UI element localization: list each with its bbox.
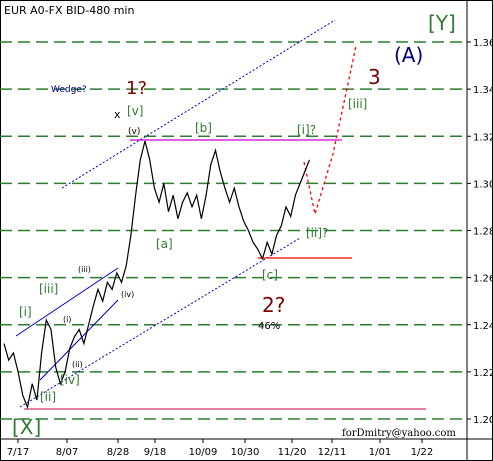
projection-path xyxy=(303,45,357,215)
wave-label: x xyxy=(114,108,121,121)
credit-text: forDmitry@yahoo.com xyxy=(342,428,456,439)
y-tick-label: 1.32 xyxy=(473,132,493,143)
y-tick-label: 1.36 xyxy=(473,38,493,49)
y-tick-label: 1.26 xyxy=(473,274,493,285)
wave-label: [iv] xyxy=(60,373,80,387)
grid-layer xyxy=(0,41,467,420)
overlay-layer xyxy=(15,19,426,410)
wedge-lower-line xyxy=(39,299,119,381)
wave-label: 2? xyxy=(262,293,285,317)
upper-channel-line xyxy=(61,19,336,189)
x-tick-label: 1/01 xyxy=(369,447,391,458)
x-tick-label: 10/09 xyxy=(189,447,218,458)
wave-label: [v] xyxy=(127,104,143,118)
x-tick-label: 1/22 xyxy=(411,447,433,458)
wave-label: (ii) xyxy=(72,360,83,369)
y-tick-label: 1.20 xyxy=(473,415,493,426)
chart-title: EUR A0-FX BID-480 min xyxy=(4,4,134,17)
y-tick-label: 1.24 xyxy=(473,321,493,332)
wave-label: Wedge? xyxy=(51,85,87,95)
price-layer xyxy=(3,140,311,410)
wave-label: [X] xyxy=(12,415,41,439)
wave-label: [i] xyxy=(19,305,32,319)
wave-label: [c] xyxy=(262,268,278,282)
x-tick-label: 9/18 xyxy=(144,447,166,458)
wave-label: 46% xyxy=(258,321,280,332)
wave-label: [iii] xyxy=(348,97,367,111)
wave-label: [iii] xyxy=(39,282,58,296)
wave-label: 3 xyxy=(368,65,381,89)
y-tick-label: 1.22 xyxy=(473,368,493,379)
x-tick-label: 11/20 xyxy=(278,447,307,458)
wave-label: [ii] xyxy=(40,390,56,404)
wave-label: [i]? xyxy=(297,123,316,137)
y-tick-label: 1.34 xyxy=(473,85,493,96)
x-tick-label: 8/07 xyxy=(56,447,78,458)
wave-label: (iv) xyxy=(121,290,134,299)
wave-label-layer: [Y](A)3[iii]1?x [v](v) [b] [i]?[a][ii]?[c]2… xyxy=(12,11,456,439)
lower-channel-line xyxy=(19,237,301,408)
x-tick-layer: 7/17 8/07 8/28 9/18 10/09 10/30 11/20 12/11 1/01… xyxy=(7,439,433,458)
x-tick-label: 10/30 xyxy=(231,447,260,458)
y-tick-label: 1.30 xyxy=(473,179,493,190)
x-tick-label: 7/17 xyxy=(7,447,29,458)
wave-label: (iii) xyxy=(78,265,91,274)
y-tick-label: 1.28 xyxy=(473,227,493,238)
wave-label: [ii]? xyxy=(306,226,328,240)
wave-label: (i) xyxy=(63,315,71,324)
wave-label: 1? xyxy=(126,78,147,99)
x-tick-label: 8/28 xyxy=(107,447,129,458)
x-tick-label: 12/11 xyxy=(318,447,347,458)
y-tick-layer: 1.36 1.34 1.32 1.30 1.28 1.26 1.24 1.22 1.20 xyxy=(467,38,493,426)
wave-label: [Y] xyxy=(428,11,456,35)
price-series-line xyxy=(3,140,311,410)
wave-label: (A) xyxy=(394,43,423,67)
wave-label: [a] xyxy=(156,237,173,251)
wedge-upper-line xyxy=(15,267,119,337)
wave-label: [b] xyxy=(195,121,212,135)
wave-label: (v) xyxy=(128,127,140,137)
